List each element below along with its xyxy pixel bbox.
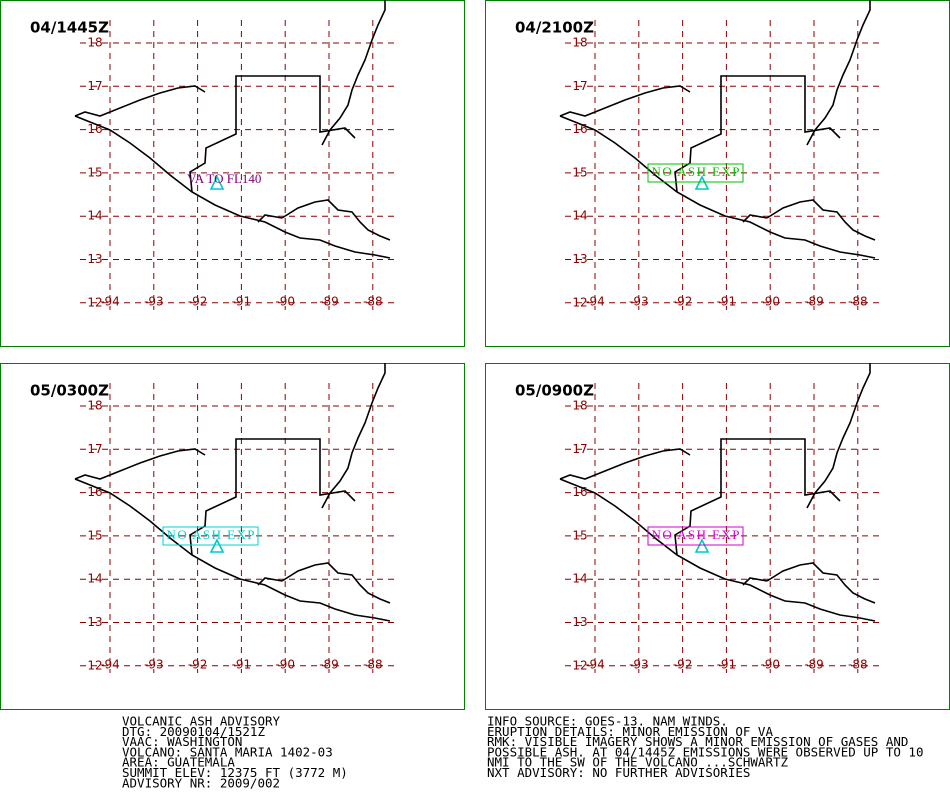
lon-label: -88 [363,295,383,309]
ash-label-box [647,163,744,183]
lon-label: -89 [319,658,339,672]
lat-label: 13 [572,615,587,629]
lon-label: -90 [275,658,295,672]
panel-time: 05/0900Z [515,382,594,400]
lon-label: -91 [717,658,737,672]
lon-label: -89 [804,295,824,309]
panel-frame [485,363,950,710]
lat-label: 12 [572,295,587,309]
lon-label: -89 [804,658,824,672]
lon-label: -91 [232,658,252,672]
lon-label: -92 [673,295,693,309]
lat-label: 18 [87,36,102,50]
lat-label: 15 [87,528,102,542]
lat-label: 14 [87,209,102,223]
lon-label: -93 [144,295,164,309]
advisory-line: VOLCANIC ASH ADVISORY [122,714,281,729]
panel-frame [0,363,465,710]
ash-label-box [647,526,744,546]
lat-label: 13 [87,615,102,629]
lat-label: 15 [572,528,587,542]
lon-label: -92 [673,658,693,672]
advisory-line: NXT ADVISORY: NO FURTHER ADVISORIES [487,765,750,780]
lon-label: -92 [188,658,208,672]
lon-label: -94 [585,658,605,672]
lat-label: 18 [572,36,587,50]
lon-label: -88 [848,658,868,672]
lon-label: -90 [275,295,295,309]
lon-label: -88 [363,658,383,672]
panel-frame [485,0,950,347]
advisory-line: SUMMIT ELEV: 12375 FT (3772 M) [122,765,348,780]
panel-time: 05/0300Z [30,382,109,400]
panel-time: 04/2100Z [515,19,594,37]
ash-label-box [162,526,259,546]
lat-label: 17 [572,442,587,456]
volcano-marker [694,175,710,190]
volcano-marker [694,538,710,553]
lon-label: -91 [717,295,737,309]
advisory-line: NMI TO THE SW OF THE VOLCANO ...SCHWARTZ [487,755,788,770]
lat-label: 17 [87,79,102,93]
lon-label: -92 [188,295,208,309]
lon-label: -93 [629,658,649,672]
advisory-line: RMK: VISIBLE IMAGERY SHOWS A MINOR EMISS… [487,734,908,749]
lat-label: 13 [572,252,587,266]
volcano-marker [209,538,225,553]
volcano-marker [209,175,225,190]
lat-label: 17 [572,79,587,93]
lat-label: 14 [572,209,587,223]
advisory-line: AREA: GUATEMALA [122,755,235,770]
lon-label: -88 [848,295,868,309]
lon-label: -89 [319,295,339,309]
lon-label: -90 [760,295,780,309]
advisory-line: VOLCANO: SANTA MARIA 1402-03 [122,744,333,759]
ash-label: VA TO FL140 [187,171,261,186]
lat-label: 12 [87,658,102,672]
lat-label: 14 [87,572,102,586]
lon-label: -93 [629,295,649,309]
advisory-line: ERUPTION DETAILS: MINOR EMISSION OF VA [487,724,773,739]
lat-label: 14 [572,572,587,586]
lat-label: 13 [87,252,102,266]
lon-label: -93 [144,658,164,672]
lat-label: 12 [87,295,102,309]
lat-label: 12 [572,658,587,672]
lon-label: -90 [760,658,780,672]
lat-label: 15 [572,165,587,179]
advisory-line: POSSIBLE ASH. AT 04/1445Z EMISSIONS WERE… [487,744,924,759]
advisory-line: DTG: 20090104/1521Z [122,724,265,739]
lat-label: 15 [87,165,102,179]
lon-label: -94 [100,658,120,672]
advisory-line: INFO SOURCE: GOES-13. NAM WINDS. [487,714,728,729]
lat-label: 18 [572,399,587,413]
advisory-line: ADVISORY NR: 2009/002 [122,775,280,790]
lon-label: -91 [232,295,252,309]
lat-label: 17 [87,442,102,456]
advisory-line: VAAC: WASHINGTON [122,734,242,749]
lon-label: -94 [100,295,120,309]
panel-time: 04/1445Z [30,19,109,37]
lat-label: 18 [87,399,102,413]
panel-frame [0,0,465,347]
lon-label: -94 [585,295,605,309]
